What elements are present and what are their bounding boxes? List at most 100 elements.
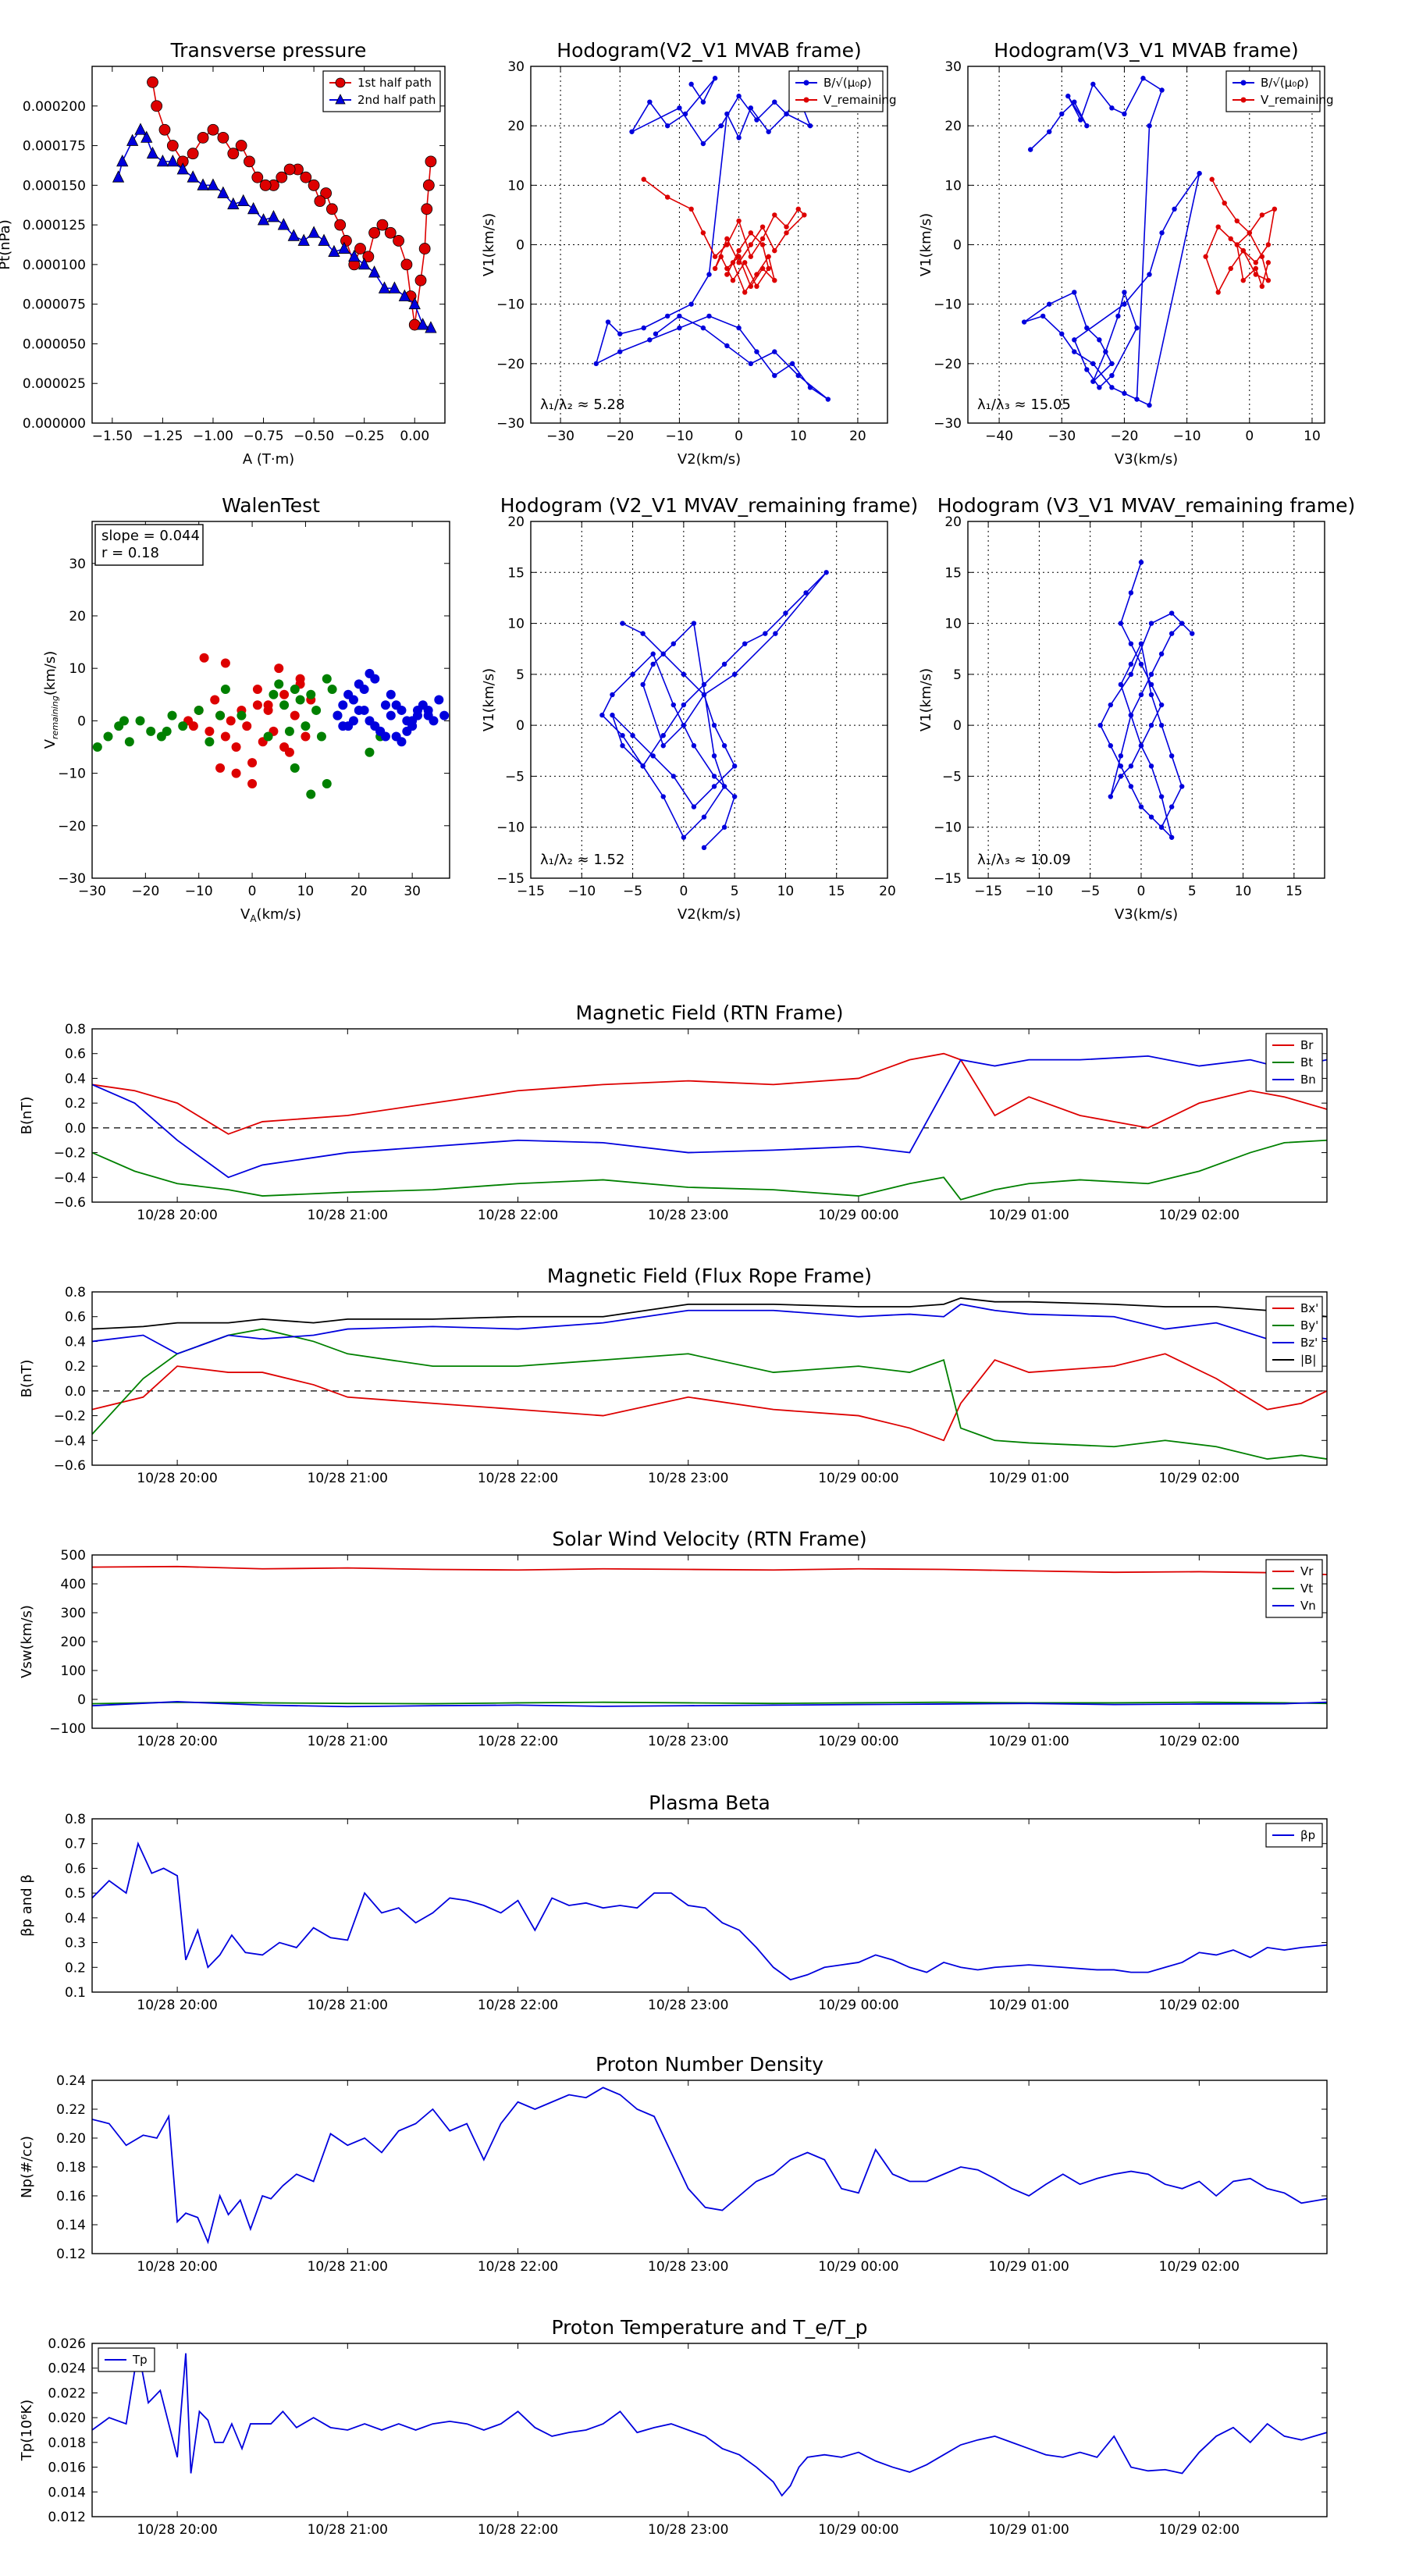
- y-axis-label: βp and β: [19, 1874, 35, 1937]
- y-tick-label: −0.6: [54, 1195, 86, 1211]
- data-point: [605, 319, 611, 325]
- data-point: [682, 111, 688, 117]
- data-point: [422, 179, 435, 191]
- data-point: [231, 742, 241, 752]
- transverse-pressure-chart: Transverse pressure−1.50 −1.25 −1.00 −0.75−…: [0, 39, 446, 468]
- data-point: [1168, 804, 1175, 809]
- data-point: [724, 343, 730, 349]
- data-point: [269, 689, 279, 699]
- y-tick-label: 0.026: [48, 2336, 86, 2352]
- y-tick-label: 0.014: [48, 2485, 86, 2500]
- y-axis-label: V1(km/s): [918, 668, 934, 731]
- data-point: [322, 779, 332, 789]
- y-tick-label: −10: [934, 820, 962, 836]
- data-point: [290, 710, 300, 720]
- data-point: [653, 331, 659, 336]
- data-point: [711, 722, 717, 728]
- data-point: [1240, 247, 1246, 254]
- x-tick-label: 10/28 20:00: [137, 1208, 217, 1223]
- data-point: [1115, 313, 1121, 319]
- x-tick-label: 10/28 22:00: [478, 1471, 558, 1486]
- x-tick-label: 5: [731, 884, 739, 899]
- y-tick-label: −100: [49, 1721, 86, 1737]
- data-point: [421, 203, 433, 215]
- x-tick-label: 10/28 22:00: [478, 2259, 558, 2275]
- x-tick-label: 10/28 20:00: [137, 2522, 217, 2538]
- y-tick-label: 0.000175: [23, 139, 86, 155]
- data-point: [380, 700, 390, 710]
- data-point: [257, 213, 270, 226]
- legend-label: |B|: [1300, 1353, 1316, 1367]
- legend-label: By': [1300, 1318, 1318, 1332]
- x-tick-label: 10/29 01:00: [988, 2259, 1069, 2275]
- data-point: [701, 681, 707, 688]
- magnetic-field-rtn-title: Magnetic Field (RTN Frame): [576, 1002, 844, 1024]
- y-tick-label: 15: [944, 565, 962, 581]
- solar-wind-velocity-title: Solar Wind Velocity (RTN Frame): [552, 1528, 866, 1550]
- data-point: [1265, 242, 1272, 247]
- data-point: [1118, 681, 1124, 688]
- data-point: [641, 325, 646, 331]
- data-point: [407, 716, 418, 726]
- data-point: [333, 710, 343, 720]
- walen-test-data: [92, 653, 450, 799]
- data-point: [1158, 722, 1165, 728]
- data-point: [1148, 763, 1154, 769]
- data-point: [263, 731, 273, 742]
- x-tick-label: 10/29 00:00: [818, 2522, 898, 2538]
- data-point: [1148, 722, 1154, 728]
- data-point: [384, 226, 397, 239]
- y-tick-label: −15: [496, 871, 525, 887]
- plot-frame: [530, 521, 888, 879]
- y-tick-label: −10: [934, 297, 962, 313]
- series-line: [92, 2349, 1327, 2497]
- data-point: [1158, 651, 1165, 656]
- plasma-beta-title: Plasma Beta: [649, 1791, 770, 1814]
- data-point: [267, 210, 280, 222]
- x-tick-label: 10/28 23:00: [648, 1471, 728, 1486]
- data-point: [701, 692, 707, 698]
- data-point: [664, 123, 670, 129]
- data-point: [772, 349, 777, 354]
- legend-marker: [335, 94, 346, 105]
- data-point: [1027, 147, 1033, 152]
- data-point: [599, 712, 605, 718]
- data-point: [226, 716, 236, 726]
- y-tick-label: −20: [496, 357, 525, 372]
- x-tick-label: 10: [1304, 429, 1321, 444]
- data-point: [1047, 129, 1052, 134]
- data-point: [1138, 641, 1144, 646]
- x-tick-label: 10/29 01:00: [988, 2522, 1069, 2538]
- x-tick-label: 10/29 02:00: [1159, 1471, 1240, 1486]
- data-point: [1122, 290, 1127, 295]
- x-tick-label: −40: [985, 429, 1013, 444]
- y-tick-label: 0.020: [48, 2411, 86, 2426]
- y-tick-label: 400: [61, 1577, 86, 1592]
- x-tick-label: 10/29 02:00: [1159, 2259, 1240, 2275]
- hodogram-v2v1-mvav-chart: Hodogram (V2_V1 MVAV_remaining frame) −15…: [481, 494, 918, 923]
- data-point: [1059, 331, 1065, 336]
- data-point: [660, 743, 666, 749]
- data-point: [691, 743, 697, 749]
- magnetic-field-rtn-data: [92, 1052, 1327, 1201]
- data-point: [681, 834, 687, 840]
- x-tick-label: −20: [606, 429, 634, 444]
- y-tick-label: 20: [944, 514, 962, 530]
- plot-frame: [91, 1291, 1328, 1466]
- data-point: [1040, 313, 1046, 319]
- x-tick-label: 15: [828, 884, 845, 899]
- x-tick-label: 10/28 20:00: [137, 2259, 217, 2275]
- data-point: [1140, 76, 1146, 81]
- y-tick-label: 0.018: [48, 2435, 86, 2451]
- legend-label: V_remaining: [823, 93, 897, 108]
- y-tick-label: 0.000125: [23, 218, 86, 233]
- x-tick-label: 10/29 01:00: [988, 1208, 1069, 1223]
- y-tick-label: 0.4: [65, 1911, 86, 1927]
- data-point: [664, 313, 670, 319]
- data-point: [1097, 337, 1102, 343]
- y-tick-label: −0.4: [54, 1433, 86, 1449]
- data-point: [391, 700, 401, 710]
- data-point: [640, 631, 646, 636]
- data-point: [423, 710, 433, 720]
- data-point: [402, 726, 412, 736]
